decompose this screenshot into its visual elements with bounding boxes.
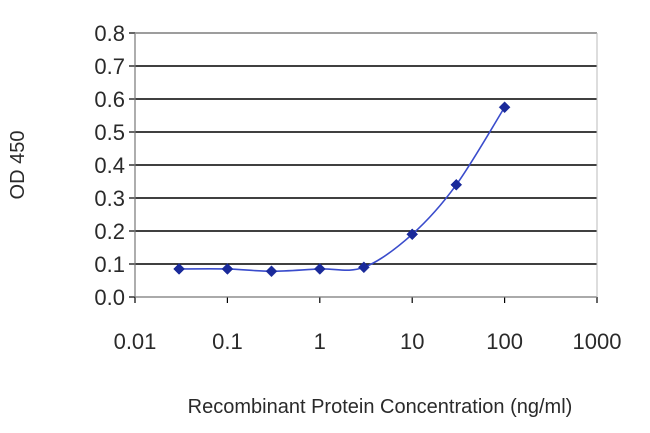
y-tick-label: 0.1 xyxy=(94,252,125,277)
x-axis-label: Recombinant Protein Concentration (ng/ml… xyxy=(188,396,573,418)
x-tick-labels: 0.01 0.1 1 10 100 1000 xyxy=(114,329,622,354)
axes xyxy=(134,32,598,298)
y-axis-label: OD 450 xyxy=(7,131,29,200)
y-tick-label: 0.2 xyxy=(94,219,125,244)
data-point xyxy=(498,101,511,114)
y-tick-label: 0.6 xyxy=(94,87,125,112)
x-tick-label: 0.1 xyxy=(212,329,243,354)
x-tick-label: 0.01 xyxy=(114,329,157,354)
y-tick-label: 0.4 xyxy=(94,153,125,178)
y-tick-label: 0.3 xyxy=(94,186,125,211)
y-tick-label: 0.7 xyxy=(94,54,125,79)
data-point xyxy=(265,265,278,278)
data-point xyxy=(173,263,185,275)
x-tick-label: 100 xyxy=(486,329,523,354)
y-tick-label: 0.8 xyxy=(94,21,125,46)
data-point xyxy=(358,261,370,274)
data-point xyxy=(450,178,463,191)
y-tick-label: 0.0 xyxy=(94,285,125,310)
x-tick-label: 1000 xyxy=(573,329,622,354)
data-point xyxy=(406,228,419,241)
y-tick-labels: 0.0 0.1 0.2 0.3 0.4 0.5 0.6 0.7 0.8 xyxy=(94,21,125,310)
series-group xyxy=(173,101,511,278)
x-tick-label: 1 xyxy=(314,329,326,354)
x-tick-label: 10 xyxy=(400,329,424,354)
data-point xyxy=(221,263,234,275)
data-point xyxy=(313,263,326,275)
y-tick-label: 0.5 xyxy=(94,120,125,145)
